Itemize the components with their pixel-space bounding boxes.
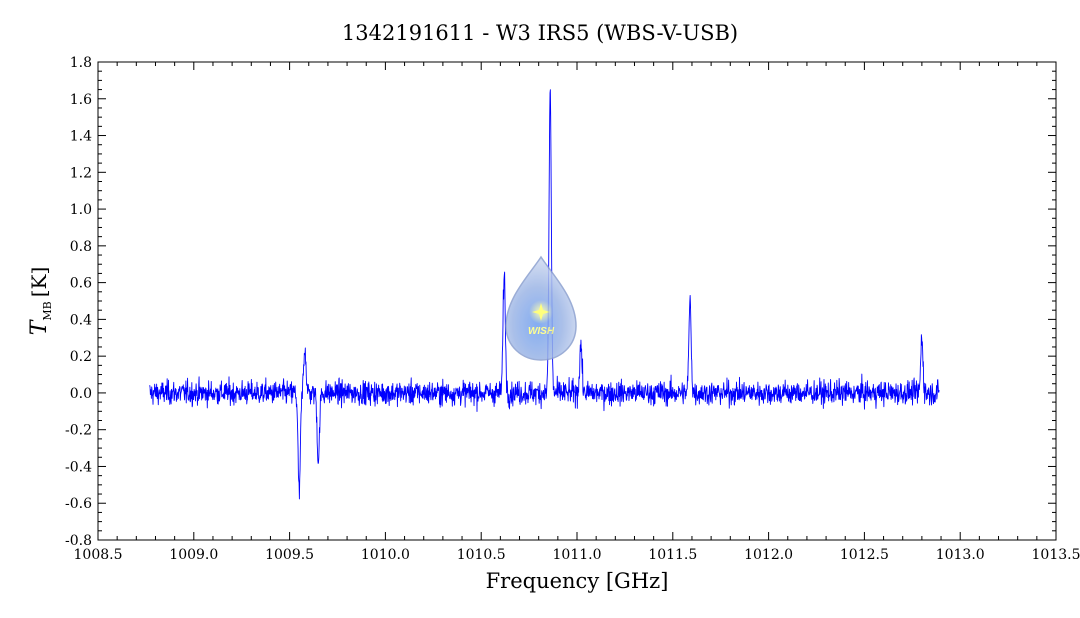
- y-tick-label: -0.6: [65, 496, 92, 512]
- y-tick-label: -0.4: [65, 459, 92, 475]
- x-tick-label: 1011.5: [648, 547, 697, 563]
- x-tick-label: 1012.5: [840, 547, 889, 563]
- x-tick-label: 1009.0: [169, 547, 218, 563]
- y-tick-label: 0.8: [70, 239, 92, 255]
- y-tick-label: 0.4: [70, 312, 92, 328]
- watermark-text: WISH: [528, 326, 555, 337]
- x-tick-label: 1009.5: [265, 547, 314, 563]
- chart-title: 1342191611 - W3 IRS5 (WBS-V-USB): [342, 21, 738, 45]
- y-tick-label: 1.0: [70, 202, 92, 218]
- y-axis-label-main: T: [27, 318, 52, 335]
- axis-ticks: [97, 61, 1057, 541]
- y-tick-label: 0.0: [70, 386, 92, 402]
- y-tick-label: -0.8: [65, 533, 92, 549]
- y-tick-label: 1.6: [70, 92, 92, 108]
- x-tick-label: 1011.0: [553, 547, 602, 563]
- x-axis-label: Frequency [GHz]: [486, 569, 669, 593]
- axis-tick-labels: 1008.5 1009.0 1009.5 1010.0 1010.5 1011.0 1011…: [65, 55, 1080, 563]
- y-tick-label: 1.8: [70, 55, 92, 71]
- x-tick-label: 1010.0: [361, 547, 410, 563]
- plot-frame: [97, 61, 1057, 541]
- spectrum-series-line: [149, 89, 940, 500]
- y-axis-label-sub: MB: [41, 301, 54, 320]
- y-axis-label-unit: [K]: [27, 267, 51, 298]
- y-tick-label: 0.6: [70, 276, 92, 292]
- x-tick-label: 1008.5: [74, 547, 123, 563]
- svg-text:TMB[K]: TMB [K]: [27, 267, 54, 336]
- star-icon: [532, 303, 550, 321]
- y-tick-label: 1.4: [70, 129, 92, 145]
- x-tick-label: 1013.5: [1032, 547, 1080, 563]
- x-tick-label: 1012.0: [744, 547, 793, 563]
- x-tick-label: 1013.0: [936, 547, 985, 563]
- x-tick-label: 1010.5: [457, 547, 506, 563]
- y-axis-label: TMB [K]: [27, 267, 54, 336]
- y-tick-label: 1.2: [70, 165, 92, 181]
- wish-watermark-logo: WISH: [505, 255, 577, 361]
- y-tick-label: 0.2: [70, 349, 92, 365]
- y-tick-label: -0.2: [65, 423, 92, 439]
